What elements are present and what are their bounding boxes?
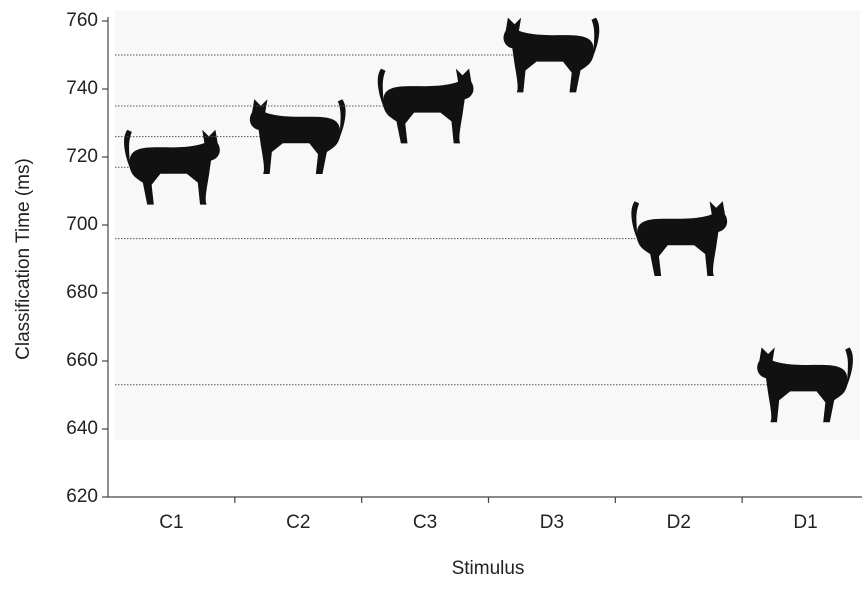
silhouette-shape — [377, 68, 474, 144]
x-tick-label: C3 — [413, 512, 437, 533]
y-tick-label: 760 — [66, 10, 98, 31]
y-tick-label: 640 — [66, 418, 98, 439]
y-tick-label: 620 — [66, 486, 98, 507]
y-tick-label: 700 — [66, 214, 98, 235]
silhouette — [124, 129, 220, 205]
x-tick-label: C2 — [286, 512, 310, 533]
x-tick-label: D2 — [667, 512, 691, 533]
y-axis-label: Classification Time (ms) — [13, 158, 34, 360]
x-axis-label: Stimulus — [452, 558, 525, 579]
y-tick-label: 660 — [66, 350, 98, 371]
silhouette-shape — [249, 99, 346, 174]
silhouette — [757, 347, 853, 423]
silhouette-shape — [124, 129, 220, 205]
y-tick-label: 740 — [66, 78, 98, 99]
y-tick-label: 680 — [66, 282, 98, 303]
silhouette — [631, 201, 728, 276]
silhouette — [503, 17, 600, 93]
silhouette — [377, 68, 474, 144]
silhouette-shape — [757, 347, 853, 423]
x-tick-label: D1 — [793, 512, 817, 533]
plot-background — [115, 10, 860, 440]
silhouette-shape — [631, 201, 728, 276]
x-tick-label: C1 — [159, 512, 183, 533]
y-tick-label: 720 — [66, 146, 98, 167]
x-tick-label: D3 — [540, 512, 564, 533]
silhouette — [249, 99, 346, 174]
silhouette-shape — [503, 17, 600, 93]
